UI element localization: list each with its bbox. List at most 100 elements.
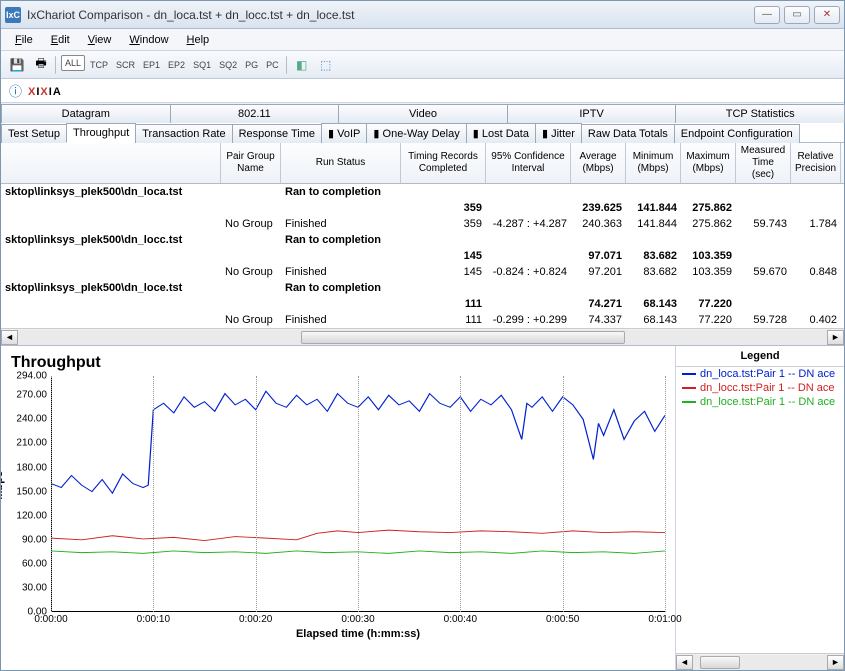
table-cell: 68.143 <box>626 314 681 326</box>
scroll-left-button[interactable]: ◄ <box>1 330 18 345</box>
legend-item[interactable]: dn_locc.tst:Pair 1 -- DN ace <box>676 381 844 395</box>
app-icon: IxC <box>5 7 21 23</box>
menu-window[interactable]: Window <box>121 32 176 48</box>
tab-jitter[interactable]: ▮ Jitter <box>535 123 582 143</box>
legend-item[interactable]: dn_loce.tst:Pair 1 -- DN ace <box>676 395 844 409</box>
column-header[interactable]: 95% Confidence Interval <box>486 143 571 183</box>
print-icon[interactable]: 🖶 <box>31 55 51 75</box>
tab-datagram[interactable]: Datagram <box>1 104 171 123</box>
table-cell: 0.402 <box>791 314 841 326</box>
x-tick-label: 0:00:40 <box>444 612 477 625</box>
x-tick-label: 0:00:50 <box>546 612 579 625</box>
table-cell: 359 <box>401 202 486 214</box>
table-row[interactable]: 359239.625141.844275.862 <box>1 200 844 216</box>
table-cell: 145 <box>401 250 486 262</box>
toolbar-pg-button[interactable]: PG <box>242 55 261 75</box>
tab-one-way-delay[interactable]: ▮ One-Way Delay <box>366 123 466 143</box>
legend-title: Legend <box>676 346 844 367</box>
legend-item[interactable]: dn_loca.tst:Pair 1 -- DN ace <box>676 367 844 381</box>
scroll-left-button[interactable]: ◄ <box>676 655 693 670</box>
table-row[interactable]: No GroupFinished111-0.299 : +0.29974.337… <box>1 312 844 328</box>
tab-response-time[interactable]: Response Time <box>232 124 322 143</box>
scroll-thumb[interactable] <box>700 656 740 669</box>
menu-file[interactable]: File <box>7 32 41 48</box>
minimize-button[interactable]: — <box>754 6 780 24</box>
legend-hscrollbar[interactable]: ◄ ► <box>676 653 844 670</box>
chart-ylabel: Mbps <box>1 471 5 500</box>
tab-transaction-rate[interactable]: Transaction Rate <box>135 124 232 143</box>
table-cell: sktop\linksys_plek500\dn_locc.tst <box>1 234 221 246</box>
column-header[interactable]: Relative Precision <box>791 143 841 183</box>
save-icon[interactable]: 💾 <box>7 55 27 75</box>
tab-raw-data-totals[interactable]: Raw Data Totals <box>581 124 675 143</box>
table-row[interactable]: sktop\linksys_plek500\dn_loce.tstRan to … <box>1 280 844 296</box>
grid-hscrollbar[interactable]: ◄ ► <box>1 328 844 345</box>
table-cell: 359 <box>401 218 486 230</box>
y-tick-label: 240.00 <box>16 414 51 425</box>
column-header[interactable]: Measured Time (sec) <box>736 143 791 183</box>
toolbar-pc-button[interactable]: PC <box>263 55 282 75</box>
column-header[interactable]: Pair Group Name <box>221 143 281 183</box>
tab-voip[interactable]: ▮ VoIP <box>321 123 367 143</box>
table-row[interactable]: 11174.27168.14377.220 <box>1 296 844 312</box>
column-header[interactable]: Minimum (Mbps) <box>626 143 681 183</box>
toolbar-scr-button[interactable]: SCR <box>113 55 138 75</box>
scroll-thumb[interactable] <box>301 331 625 344</box>
table-cell: 77.220 <box>681 314 736 326</box>
column-header[interactable] <box>1 143 221 183</box>
chart-xlabel: Elapsed time (h:mm:ss) <box>51 628 665 640</box>
tab-test-setup[interactable]: Test Setup <box>1 124 67 143</box>
titlebar[interactable]: IxC IxChariot Comparison - dn_loca.tst +… <box>1 1 844 29</box>
table-cell: 141.844 <box>626 218 681 230</box>
menu-view[interactable]: View <box>80 32 120 48</box>
maximize-button[interactable]: ▭ <box>784 6 810 24</box>
column-header[interactable]: Maximum (Mbps) <box>681 143 736 183</box>
toolbar-sq1-button[interactable]: SQ1 <box>190 55 214 75</box>
scroll-track[interactable] <box>18 330 827 345</box>
tab-lost-data[interactable]: ▮ Lost Data <box>466 123 536 143</box>
table-cell: Finished <box>281 314 401 326</box>
scroll-right-button[interactable]: ► <box>827 655 844 670</box>
column-header[interactable]: Run Status <box>281 143 401 183</box>
table-cell: -0.299 : +0.299 <box>486 314 571 326</box>
tab-throughput[interactable]: Throughput <box>66 123 136 143</box>
table-row[interactable]: No GroupFinished145-0.824 : +0.82497.201… <box>1 264 844 280</box>
scroll-track[interactable] <box>693 655 827 670</box>
toolbar-tcp-button[interactable]: TCP <box>87 55 111 75</box>
y-tick-label: 294.00 <box>16 371 51 382</box>
y-tick-label: 180.00 <box>16 462 51 473</box>
tool-icon-1[interactable]: ◧ <box>292 55 312 75</box>
legend-pane: Legend dn_loca.tst:Pair 1 -- DN acedn_lo… <box>676 346 844 670</box>
tab-802-11[interactable]: 802.11 <box>170 104 340 123</box>
tab-endpoint-configuration[interactable]: Endpoint Configuration <box>674 124 800 143</box>
tab-iptv[interactable]: IPTV <box>507 104 677 123</box>
tabs-row-2: Test SetupThroughputTransaction RateResp… <box>1 123 844 143</box>
toolbar-ep1-button[interactable]: EP1 <box>140 55 163 75</box>
table-cell: 59.728 <box>736 314 791 326</box>
table-cell: 103.359 <box>681 266 736 278</box>
tool-icon-2[interactable]: ⬚ <box>316 55 336 75</box>
table-cell: Finished <box>281 266 401 278</box>
table-row[interactable]: No GroupFinished359-4.287 : +4.287240.36… <box>1 216 844 232</box>
column-header[interactable]: Timing Records Completed <box>401 143 486 183</box>
tabs-row-1: Datagram802.11VideoIPTVTCP Statistics <box>1 103 844 123</box>
table-row[interactable]: sktop\linksys_plek500\dn_locc.tstRan to … <box>1 232 844 248</box>
throughput-plot[interactable]: 0.0030.0060.0090.00120.00150.00180.00210… <box>51 376 665 612</box>
toolbar-all-button[interactable]: ALL <box>61 55 85 71</box>
table-cell: 111 <box>401 314 486 326</box>
table-row[interactable]: 14597.07183.682103.359 <box>1 248 844 264</box>
info-icon[interactable]: ⓘ <box>9 81 22 100</box>
table-row[interactable]: sktop\linksys_plek500\dn_loca.tstRan to … <box>1 184 844 200</box>
close-button[interactable]: ✕ <box>814 6 840 24</box>
toolbar-sq2-button[interactable]: SQ2 <box>216 55 240 75</box>
table-cell: No Group <box>221 314 281 326</box>
toolbar-ep2-button[interactable]: EP2 <box>165 55 188 75</box>
x-tick-label: 0:00:00 <box>34 612 67 625</box>
tab-video[interactable]: Video <box>338 104 508 123</box>
scroll-right-button[interactable]: ► <box>827 330 844 345</box>
menu-edit[interactable]: Edit <box>43 32 78 48</box>
x-tick-label: 0:01:00 <box>648 612 681 625</box>
tab-tcp-statistics[interactable]: TCP Statistics <box>675 104 845 123</box>
menu-help[interactable]: Help <box>179 32 218 48</box>
column-header[interactable]: Average (Mbps) <box>571 143 626 183</box>
